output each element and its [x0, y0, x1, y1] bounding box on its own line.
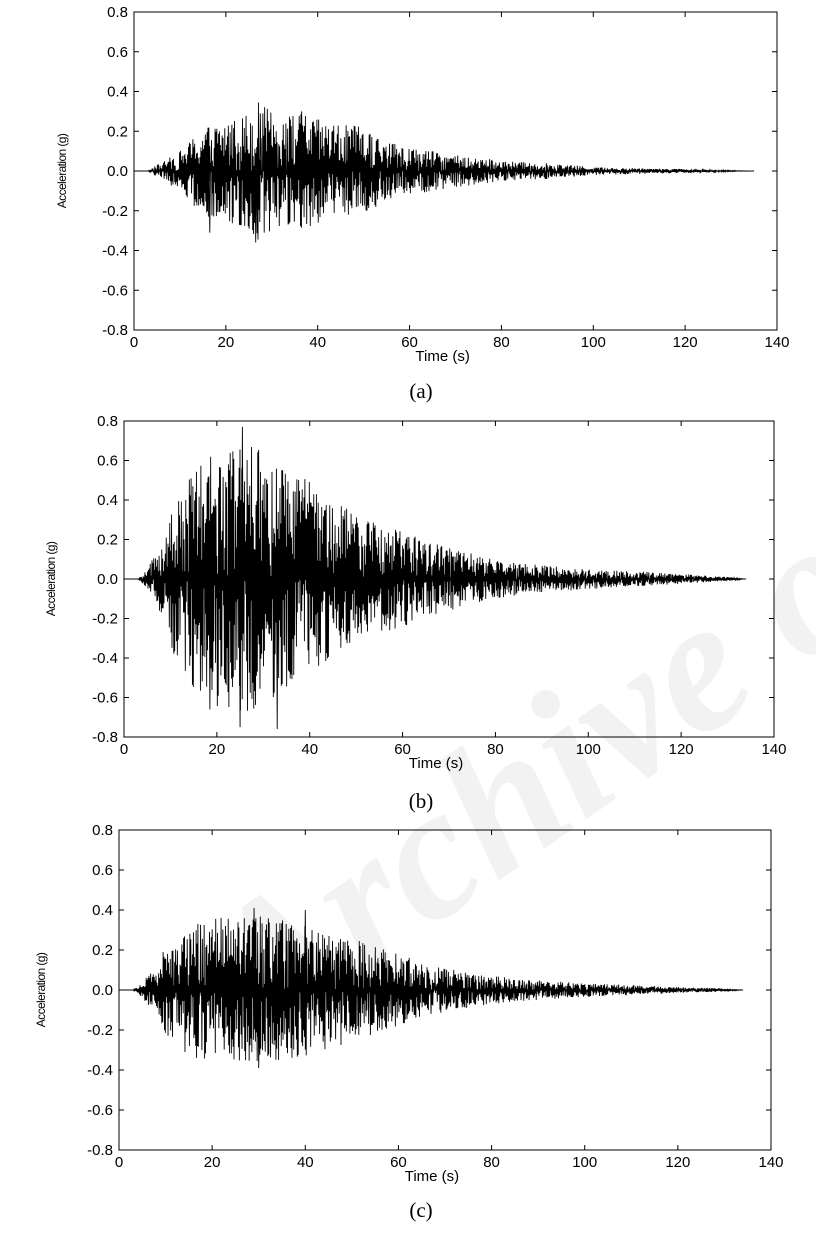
x-tick-label: 100 [572, 1154, 597, 1171]
y-tick-label: 0.6 [92, 862, 113, 879]
y-tick-label: 0.6 [97, 453, 118, 470]
y-tick-label: 0.8 [92, 822, 113, 839]
acceleration-series-line [124, 426, 747, 730]
y-tick-label: -0.8 [102, 322, 128, 339]
x-tick-label: 20 [209, 741, 226, 758]
x-tick-label: 80 [487, 741, 504, 758]
chart-panel-a: 0.8 0.6 0.4 0.2 0.0 -0.2 -0.4 -0.6 -0.80 20 40 60 80… [55, 4, 790, 403]
x-tick-label: 40 [301, 741, 318, 758]
y-tick-label: -0.8 [87, 1142, 113, 1159]
x-tick-label: 80 [493, 334, 510, 351]
y-tick-label: 0.0 [92, 982, 113, 999]
panel-caption: (b) [409, 789, 434, 813]
y-tick-label: -0.8 [92, 729, 118, 746]
y-axis-title: Acceleration (g) [55, 133, 69, 208]
x-tick-label: 0 [115, 1154, 123, 1171]
x-axis-title: Time (s) [409, 755, 463, 772]
x-tick-label: 20 [204, 1154, 221, 1171]
y-tick-label: 0.8 [107, 4, 128, 21]
y-tick-label: 0.2 [92, 942, 113, 959]
x-axis-title: Time (s) [415, 348, 469, 365]
y-tick-label: -0.4 [102, 243, 128, 260]
y-tick-label: 0.8 [97, 413, 118, 430]
y-tick-label: -0.2 [102, 203, 128, 220]
x-tick-label: 120 [673, 334, 698, 351]
x-axis-title: Time (s) [405, 1168, 459, 1185]
x-tick-label: 140 [764, 334, 789, 351]
y-tick-label: -0.4 [92, 650, 118, 667]
y-tick-label: 0.2 [97, 532, 118, 549]
acceleration-series-line [134, 102, 755, 243]
x-tick-label: 140 [758, 1154, 783, 1171]
x-tick-label: 0 [130, 334, 138, 351]
y-tick-label: 0.4 [92, 902, 113, 919]
x-tick-label: 60 [390, 1154, 407, 1171]
panel-caption: (a) [409, 379, 432, 403]
chart-panel-c: 0.8 0.6 0.4 0.2 0.0 -0.2 -0.4 -0.6 -0.80 20 40 60 80… [34, 822, 784, 1222]
y-tick-label: -0.6 [87, 1102, 113, 1119]
acceleration-series-line [119, 907, 744, 1069]
y-tick-label: 0.0 [97, 571, 118, 588]
y-tick-label: -0.2 [87, 1022, 113, 1039]
y-axis-title: Acceleration (g) [34, 952, 48, 1027]
y-tick-label: -0.6 [102, 282, 128, 299]
x-tick-label: 120 [665, 1154, 690, 1171]
x-tick-label: 120 [669, 741, 694, 758]
x-tick-label: 80 [483, 1154, 500, 1171]
y-tick-label: 0.2 [107, 123, 128, 140]
y-tick-label: -0.4 [87, 1062, 113, 1079]
x-tick-label: 140 [761, 741, 786, 758]
y-tick-label: 0.0 [107, 163, 128, 180]
x-tick-label: 100 [581, 334, 606, 351]
y-tick-label: -0.6 [92, 690, 118, 707]
x-tick-label: 40 [309, 334, 326, 351]
y-tick-label: 0.4 [97, 492, 118, 509]
y-tick-label: 0.4 [107, 84, 128, 101]
x-tick-label: 0 [120, 741, 128, 758]
x-tick-label: 100 [576, 741, 601, 758]
x-tick-label: 60 [401, 334, 418, 351]
x-tick-label: 60 [394, 741, 411, 758]
x-tick-label: 40 [297, 1154, 314, 1171]
panel-caption: (c) [409, 1198, 432, 1222]
chart-panel-b: 0.8 0.6 0.4 0.2 0.0 -0.2 -0.4 -0.6 -0.80 20 40 60 80… [44, 413, 787, 813]
x-tick-label: 20 [218, 334, 235, 351]
y-tick-label: 0.6 [107, 44, 128, 61]
y-tick-label: -0.2 [92, 611, 118, 628]
y-axis-title: Acceleration (g) [44, 541, 58, 616]
